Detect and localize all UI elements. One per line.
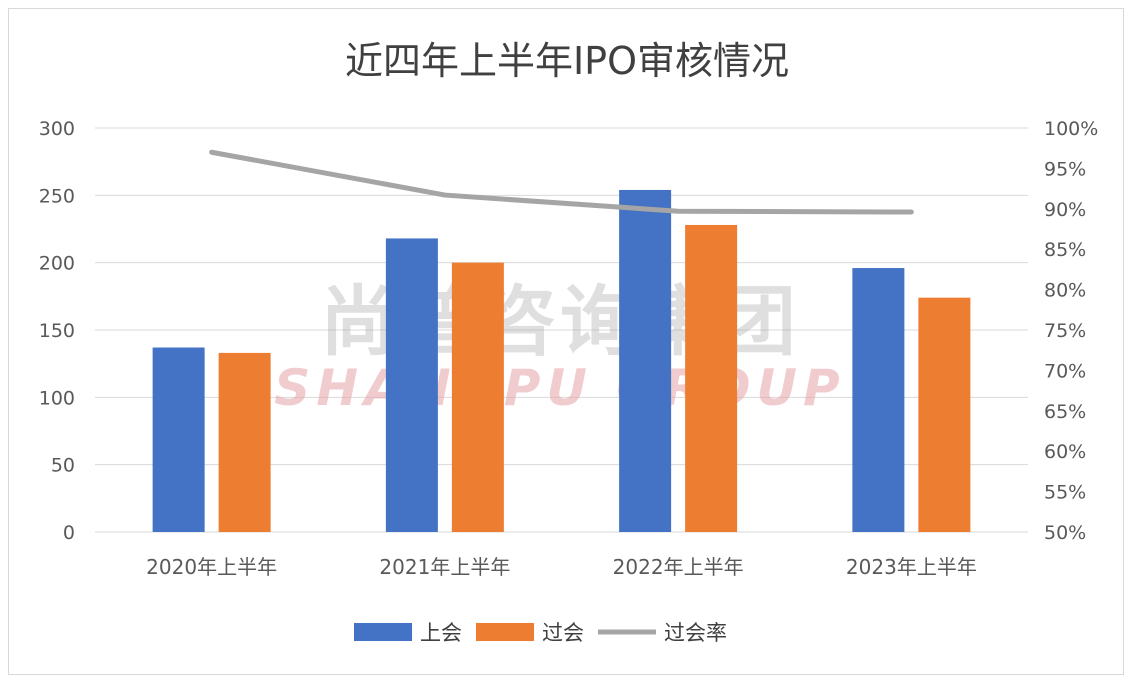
category-axis-ticks: 2020年上半年 2021年上半年 2022年上半年 2023年上半年 [146, 555, 977, 579]
bar-上会 [619, 189, 672, 533]
chart-title: 近四年上半年IPO审核情况 [345, 39, 789, 83]
bar-过会 [451, 262, 504, 532]
legend-label: 过会 [542, 621, 584, 645]
left-tick-label: 150 [39, 320, 75, 342]
bar-过会 [685, 224, 738, 532]
line-过会率 [209, 149, 914, 215]
left-tick-label: 100 [39, 387, 75, 409]
left-tick-label: 250 [39, 185, 75, 207]
watermark-english: SHANGPU GROUP [274, 359, 845, 417]
rate-line-series [209, 149, 914, 215]
right-tick-label: 90% [1044, 199, 1086, 221]
right-tick-label: 100% [1044, 118, 1098, 140]
left-tick-label: 0 [63, 522, 75, 544]
category-label: 2022年上半年 [613, 555, 744, 579]
bar-过会 [218, 352, 271, 532]
right-tick-label: 75% [1044, 320, 1086, 342]
legend-label: 过会率 [664, 621, 727, 645]
category-label: 2021年上半年 [379, 555, 510, 579]
right-tick-label: 70% [1044, 360, 1086, 382]
bar-上会 [152, 347, 205, 532]
left-tick-label: 200 [39, 253, 75, 275]
legend: 上会 过会 过会率 [354, 621, 727, 645]
right-tick-label: 80% [1044, 280, 1086, 302]
right-tick-label: 50% [1044, 522, 1086, 544]
right-tick-label: 95% [1044, 158, 1086, 180]
right-tick-label: 60% [1044, 441, 1086, 463]
right-tick-label: 55% [1044, 482, 1086, 504]
right-axis-ticks: 50% 55% 60% 65% 70% 75% 80% 85% 90% 95% 100% [1044, 118, 1098, 544]
right-tick-label: 65% [1044, 401, 1086, 423]
left-axis-ticks: 0 50 100 150 200 250 300 [39, 118, 75, 544]
legend-label: 上会 [420, 621, 462, 645]
bar-上会 [385, 238, 438, 532]
bar-过会 [918, 297, 971, 532]
category-label: 2023年上半年 [846, 555, 977, 579]
left-tick-label: 50 [51, 455, 75, 477]
left-tick-label: 300 [39, 118, 75, 140]
bar-上会 [852, 268, 905, 532]
legend-swatch [354, 623, 412, 641]
bar-series [152, 189, 971, 533]
right-tick-label: 85% [1044, 239, 1086, 261]
category-label: 2020年上半年 [146, 555, 277, 579]
legend-swatch [476, 623, 534, 641]
